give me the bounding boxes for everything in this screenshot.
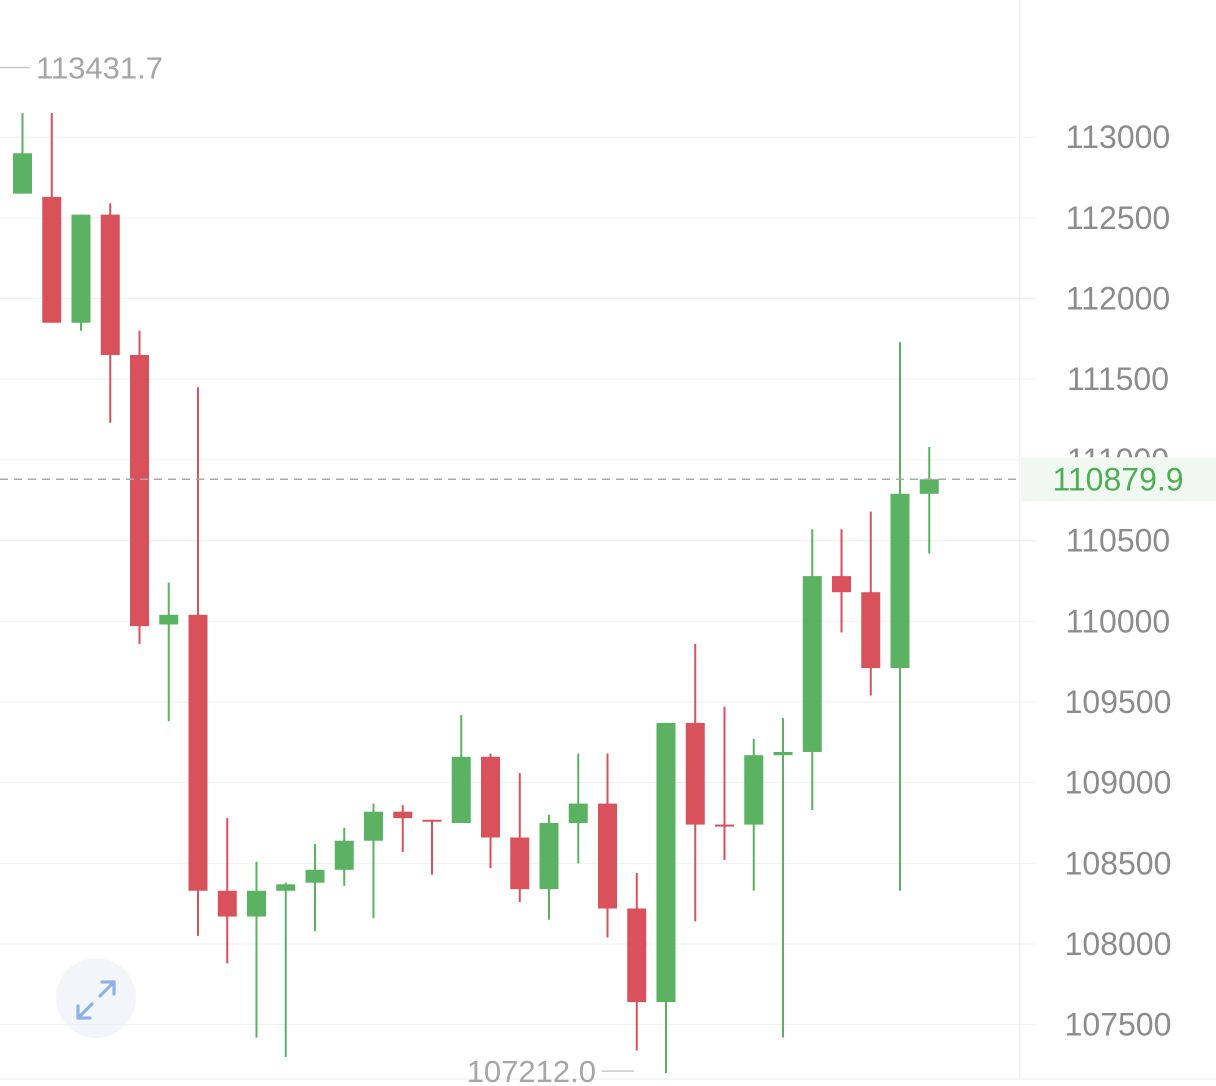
- candle: [217, 818, 237, 964]
- candle-body: [627, 908, 647, 1003]
- extreme-markers: 113431.7 107212.0: [0, 50, 634, 1086]
- candle: [393, 805, 413, 853]
- candle: [539, 814, 559, 920]
- candle-body: [393, 811, 413, 819]
- y-tick-label: 110000: [1066, 603, 1170, 639]
- candle: [42, 112, 62, 323]
- y-tick-label: 113000: [1066, 119, 1170, 155]
- candle: [890, 342, 910, 891]
- candle: [13, 112, 32, 194]
- candle: [364, 803, 383, 919]
- grid-lines: [0, 136, 1036, 1026]
- y-tick-label: 111500: [1067, 361, 1169, 397]
- candle: [685, 643, 705, 922]
- candle-body: [364, 811, 383, 841]
- candle-body: [188, 614, 208, 891]
- candle-body: [305, 869, 325, 883]
- candle: [627, 872, 647, 1051]
- candle: [247, 861, 266, 1038]
- candle-body: [598, 803, 617, 909]
- candle-body: [100, 214, 120, 356]
- y-tick-label: 109500: [1065, 684, 1172, 720]
- candle-body: [539, 822, 559, 890]
- candle: [451, 714, 471, 823]
- candle-body: [510, 837, 530, 890]
- candle-body: [451, 756, 471, 823]
- candle: [276, 882, 296, 1057]
- low-marker-label: 107212.0: [467, 1054, 596, 1086]
- candle: [715, 706, 734, 861]
- candle: [773, 718, 793, 1038]
- current-price-indicator: 110879.9: [0, 457, 1216, 502]
- candle-body: [422, 819, 442, 822]
- candle: [188, 387, 208, 936]
- candle: [130, 330, 149, 644]
- candle-body: [685, 722, 705, 825]
- candle-body: [832, 576, 851, 593]
- candle-body: [276, 884, 296, 891]
- candle-body: [890, 493, 910, 669]
- y-tick-label: 108500: [1065, 845, 1172, 881]
- high-marker-label: 113431.7: [36, 50, 163, 85]
- y-tick-label: 107500: [1065, 1007, 1172, 1043]
- candle-body: [217, 890, 237, 917]
- candle-body: [715, 824, 734, 827]
- candle-body: [802, 576, 822, 752]
- candle: [919, 446, 939, 554]
- candle: [861, 511, 881, 696]
- candle-body: [159, 614, 179, 625]
- candle-body: [247, 890, 266, 917]
- y-tick-label: 112000: [1066, 281, 1170, 317]
- candle-body: [861, 592, 881, 669]
- candle: [832, 529, 851, 633]
- expand-chart-button[interactable]: [56, 958, 136, 1038]
- y-tick-label: 109000: [1065, 765, 1172, 801]
- candle: [510, 772, 530, 903]
- candle: [568, 753, 588, 864]
- candle-body: [71, 214, 91, 323]
- y-tick-label: 108000: [1065, 926, 1172, 962]
- candle-body: [919, 479, 939, 494]
- candle: [744, 739, 764, 891]
- candle-body: [334, 840, 354, 870]
- candle: [481, 753, 500, 869]
- candle-body: [656, 722, 676, 1003]
- y-tick-label: 112500: [1066, 200, 1170, 236]
- candle: [422, 819, 442, 875]
- candle: [159, 582, 179, 722]
- candle: [71, 214, 91, 331]
- candle-body: [481, 756, 500, 838]
- candle: [656, 722, 676, 1074]
- expand-diagonal-arrows-icon: [76, 980, 116, 1020]
- current-price-label-bg: [1021, 457, 1216, 502]
- current-price-label: 110879.9: [1052, 461, 1183, 497]
- candle-body: [773, 751, 793, 756]
- candle-body: [42, 196, 62, 323]
- candle: [100, 203, 120, 423]
- candle: [334, 827, 354, 886]
- y-axis-tick-labels: 1130001125001120001115001110001105001100…: [1065, 119, 1172, 1043]
- candle-body: [568, 803, 588, 823]
- candle: [802, 529, 822, 811]
- y-tick-label: 110500: [1066, 523, 1170, 559]
- candle: [598, 753, 617, 938]
- candle-body: [130, 355, 149, 627]
- candle-body: [13, 153, 32, 194]
- candle: [305, 843, 325, 932]
- candle-body: [744, 755, 764, 825]
- candles-series: [13, 112, 939, 1074]
